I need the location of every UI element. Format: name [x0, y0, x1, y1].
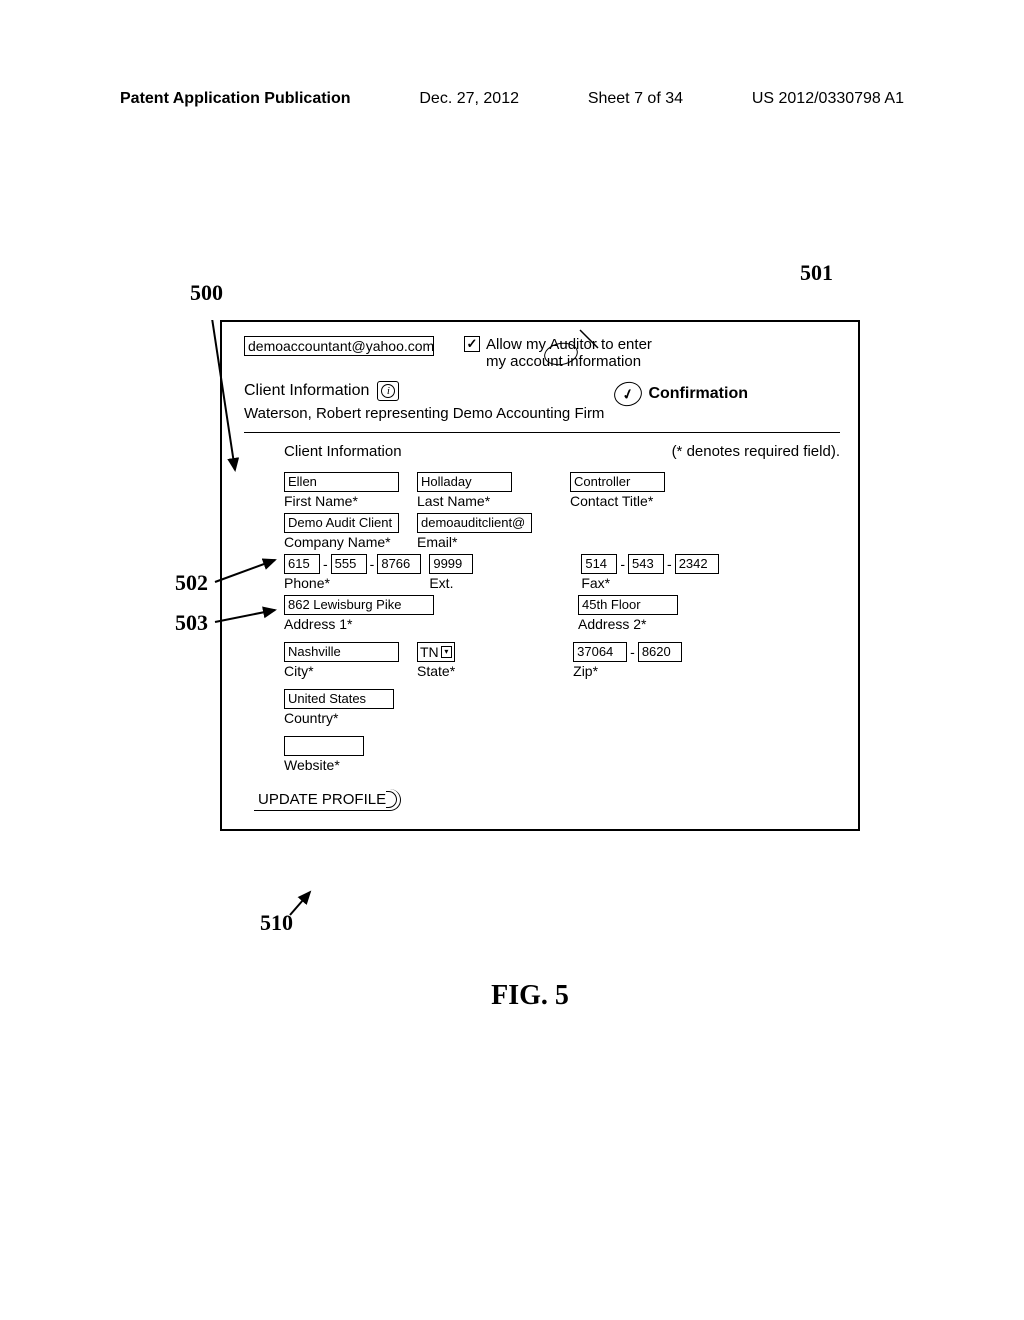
email-input[interactable]: demoauditclient@ [417, 513, 532, 533]
client-info-heading: Client Information [244, 382, 369, 400]
address2-label: Address 2* [578, 616, 678, 632]
fax-label: Fax* [581, 575, 718, 591]
publication-number: US 2012/0330798 A1 [752, 90, 904, 108]
phone-line-input[interactable]: 8766 [377, 554, 421, 574]
sheet-info: Sheet 7 of 34 [588, 90, 683, 108]
allow-line2: my account information [486, 353, 641, 370]
company-name-input[interactable]: Demo Audit Client [284, 513, 399, 533]
info-glyph: i [381, 384, 395, 398]
ext-label: Ext. [429, 575, 473, 591]
website-label: Website* [284, 757, 364, 773]
auditor-email-input[interactable]: demoaccountant@yahoo.com [244, 336, 434, 356]
website-input[interactable] [284, 736, 364, 756]
callout-502: 502 [175, 570, 208, 596]
dash: - [630, 644, 635, 660]
country-label: Country* [284, 710, 394, 726]
allow-auditor-checkbox[interactable]: ✓ [464, 336, 480, 352]
figure-5: 500 501 502 503 510 demoaccountant@yahoo… [180, 320, 880, 831]
address1-label: Address 1* [284, 616, 434, 632]
representing-line: Waterson, Robert representing Demo Accou… [244, 405, 840, 422]
state-value: TN [420, 644, 439, 660]
zip4-input[interactable]: 8620 [638, 642, 682, 662]
confirmation-check-icon: ✓ [621, 384, 637, 403]
divider [244, 432, 840, 433]
callout-510: 510 [260, 910, 293, 936]
dash: - [323, 556, 328, 572]
zip-input[interactable]: 37064 [573, 642, 627, 662]
country-input[interactable]: United States [284, 689, 394, 709]
email-label: Email* [417, 534, 532, 550]
dash: - [620, 556, 625, 572]
state-select[interactable]: TN ▾ [417, 642, 455, 662]
allow-auditor-label: Allow my Auditor to enter my account inf… [486, 336, 652, 371]
confirmation-label: Confirmation [648, 385, 748, 403]
last-name-input[interactable]: Holladay [417, 472, 512, 492]
page-header: Patent Application Publication Dec. 27, … [120, 90, 904, 108]
allow-line1: Allow my Auditor to enter [486, 336, 652, 353]
chevron-down-icon: ▾ [441, 646, 452, 658]
phone-label: Phone* [284, 575, 421, 591]
client-info-panel: demoaccountant@yahoo.com ✓ Allow my Audi… [220, 320, 860, 831]
city-input[interactable]: Nashville [284, 642, 399, 662]
address1-input[interactable]: 862 Lewisburg Pike [284, 595, 434, 615]
required-field-note: (* denotes required field). [672, 443, 840, 460]
fax-line-input[interactable]: 2342 [675, 554, 719, 574]
dash: - [667, 556, 672, 572]
confirmation-block: ✓ Confirmation [614, 382, 748, 406]
client-form: Ellen First Name* Holladay Last Name* Co… [244, 472, 840, 781]
last-name-label: Last Name* [417, 493, 512, 509]
fax-prefix-input[interactable]: 543 [628, 554, 664, 574]
callout-503: 503 [175, 610, 208, 636]
dash: - [370, 556, 375, 572]
confirmation-icon: ✓ [612, 379, 645, 409]
contact-title-label: Contact Title* [570, 493, 665, 509]
ext-input[interactable]: 9999 [429, 554, 473, 574]
update-profile-button[interactable]: UPDATE PROFILE [254, 789, 401, 811]
callout-501: 501 [800, 260, 833, 286]
address2-input[interactable]: 45th Floor [578, 595, 678, 615]
phone-prefix-input[interactable]: 555 [331, 554, 367, 574]
publication-date: Dec. 27, 2012 [419, 90, 519, 108]
zip-label: Zip* [573, 663, 682, 679]
fax-area-input[interactable]: 514 [581, 554, 617, 574]
subhead-client-info: Client Information [284, 443, 402, 460]
figure-caption: FIG. 5 [180, 980, 880, 1012]
city-label: City* [284, 663, 399, 679]
callout-500: 500 [190, 280, 223, 306]
phone-area-input[interactable]: 615 [284, 554, 320, 574]
info-icon[interactable]: i [377, 381, 399, 401]
company-name-label: Company Name* [284, 534, 399, 550]
publication-label: Patent Application Publication [120, 90, 351, 108]
state-label: State* [417, 663, 455, 679]
contact-title-input[interactable]: Controller [570, 472, 665, 492]
first-name-input[interactable]: Ellen [284, 472, 399, 492]
first-name-label: First Name* [284, 493, 399, 509]
